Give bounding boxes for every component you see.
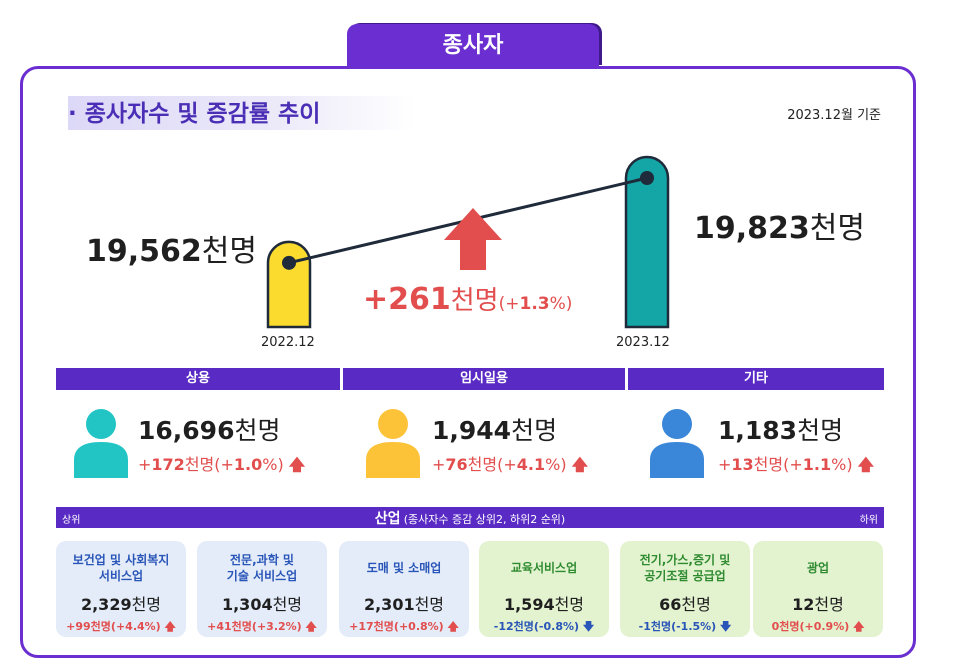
- industry-bottom-label: 하위: [859, 515, 878, 526]
- industry-change: -12천명(-0.8%) 🡇: [493, 620, 595, 633]
- value-label-2022: 19,562천명: [86, 234, 257, 269]
- industry-name: 광업: [806, 561, 830, 575]
- temporary-change: +76천명(+4.1%) 🡅: [432, 455, 589, 474]
- industry-header-title: 산업 (종사자수 증감 상위2, 하위2 순위): [374, 511, 566, 527]
- industry-value: 1,304천명: [221, 595, 303, 614]
- industry-value: 66천명: [659, 595, 711, 614]
- type-header-other: 기타: [628, 368, 884, 390]
- industry-value: 12천명: [792, 595, 844, 614]
- industry-card: 도매 및 소매업 2,301천명 +17천명(+0.8%) 🡅: [339, 541, 469, 637]
- industry-change: -1천명(-1.5%) 🡇: [638, 620, 732, 633]
- arrow-up-icon: 🡅: [443, 620, 459, 633]
- person-icon: [650, 409, 704, 478]
- other-value: 1,183천명: [718, 416, 844, 445]
- industry-header-bar: 상위 산업 (종사자수 증감 상위2, 하위2 순위) 하위: [56, 507, 884, 528]
- x-tick-label: 2022.12: [261, 335, 315, 350]
- industry-name: 교육서비스업: [510, 561, 578, 575]
- person-icon: [74, 409, 128, 478]
- type-header-temporary: 임시일용: [343, 368, 625, 390]
- industry-name: 보건업 및 사회복지 서비스업: [72, 553, 170, 583]
- value-label-2023: 19,823천명: [694, 211, 865, 246]
- person-icon: [366, 409, 420, 478]
- industry-card: 광업 12천명 0천명(+0.9%) 🡅: [753, 541, 883, 637]
- industry-change: +41천명(+3.2%) 🡅: [207, 620, 317, 633]
- industry-top-label: 상위: [62, 515, 81, 526]
- regular-value: 16,696천명: [138, 416, 281, 445]
- arrow-up-icon: 🡅: [857, 455, 875, 474]
- arrow-up-icon: 🡅: [571, 455, 589, 474]
- arrow-down-icon: 🡇: [716, 620, 732, 633]
- industry-card: 교육서비스업 1,594천명 -12천명(-0.8%) 🡇: [479, 541, 609, 637]
- industry-name: 도매 및 소매업: [366, 561, 442, 575]
- yoy-change-label: +261천명(+1.3%): [363, 282, 573, 317]
- x-tick-label: 2023.12: [616, 335, 670, 350]
- type-header-regular: 상용: [56, 368, 340, 390]
- other-change: +13천명(+1.1%) 🡅: [718, 455, 875, 474]
- bar-2022.12: [266, 240, 312, 329]
- trend-point: [640, 171, 654, 185]
- industry-name: 전기,가스,증기 및 공기조절 공급업: [639, 553, 731, 583]
- trend-point: [282, 255, 296, 270]
- reference-date: 2023.12월 기준: [787, 108, 881, 123]
- increase-arrow-icon: [444, 208, 502, 270]
- section-title: · 종사자수 및 증감률 추이: [68, 96, 416, 130]
- arrow-up-icon: 🡅: [160, 620, 176, 633]
- industry-change: 0천명(+0.9%) 🡅: [771, 620, 865, 633]
- industry-card: 보건업 및 사회복지 서비스업 2,329천명 +99천명(+4.4%) 🡅: [56, 541, 186, 637]
- industry-change: +17천명(+0.8%) 🡅: [349, 620, 459, 633]
- bar-2023.12: [624, 155, 670, 329]
- regular-change: +172천명(+1.0%) 🡅: [138, 455, 306, 474]
- industry-value: 2,329천명: [80, 595, 162, 614]
- industry-name: 전문,과학 및 기술 서비스업: [226, 553, 298, 583]
- arrow-up-icon: 🡅: [301, 620, 317, 633]
- tab-title: 종사자: [347, 24, 599, 66]
- temporary-value: 1,944천명: [432, 416, 558, 445]
- arrow-up-icon: 🡅: [288, 455, 306, 474]
- arrow-up-icon: 🡅: [849, 620, 865, 633]
- industry-value: 2,301천명: [363, 595, 445, 614]
- industry-card: 전문,과학 및 기술 서비스업 1,304천명 +41천명(+3.2%) 🡅: [197, 541, 327, 637]
- industry-value: 1,594천명: [503, 595, 585, 614]
- industry-change: +99천명(+4.4%) 🡅: [66, 620, 176, 633]
- industry-card: 전기,가스,증기 및 공기조절 공급업 66천명 -1천명(-1.5%) 🡇: [620, 541, 750, 637]
- content-panel: [20, 66, 916, 658]
- arrow-down-icon: 🡇: [579, 620, 595, 633]
